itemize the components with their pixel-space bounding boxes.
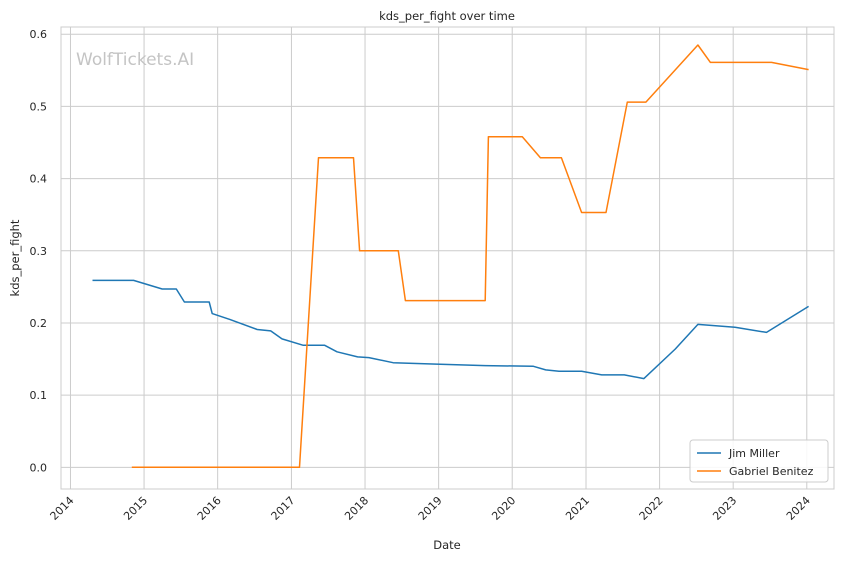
series-line-jim-miller: [92, 279, 809, 380]
legend-label-jim-miller: Jim Miller: [728, 447, 780, 460]
plot-frame: [60, 26, 835, 490]
legend: Jim Miller Gabriel Benitez: [689, 439, 829, 483]
x-tick-label: 2022: [637, 494, 666, 523]
y-tick-label: 0.6: [30, 28, 48, 41]
x-tick-label: 2014: [48, 494, 77, 523]
series-line-gabriel-benitez: [131, 44, 809, 469]
y-tick-label: 0.0: [30, 461, 48, 474]
x-tick-label: 2024: [784, 494, 813, 523]
legend-label-gabriel-benitez: Gabriel Benitez: [729, 465, 814, 478]
x-tick-label: 2016: [195, 494, 224, 523]
x-tick-label: 2018: [342, 494, 371, 523]
grid: [61, 27, 834, 489]
x-tick-label: 2015: [121, 494, 150, 523]
y-tick-label: 0.3: [30, 245, 48, 258]
x-axis-title: Date: [433, 538, 461, 552]
x-tick-label: 2021: [563, 494, 592, 523]
x-tick-label: 2020: [489, 494, 518, 523]
y-tick-label: 0.5: [30, 100, 48, 113]
y-axis-title: kds_per_fight: [8, 219, 22, 296]
y-tick-label: 0.4: [30, 173, 48, 186]
watermark: WolfTickets.AI: [76, 50, 194, 70]
x-tick-label: 2019: [416, 494, 445, 523]
series-lines: [92, 44, 809, 469]
y-tick-label: 0.1: [30, 389, 48, 402]
legend-box: [689, 439, 829, 483]
x-tick-label: 2023: [710, 494, 739, 523]
chart-title: kds_per_fight over time: [379, 9, 515, 23]
x-tick-label: 2017: [269, 494, 298, 523]
y-tick-label: 0.2: [30, 317, 48, 330]
